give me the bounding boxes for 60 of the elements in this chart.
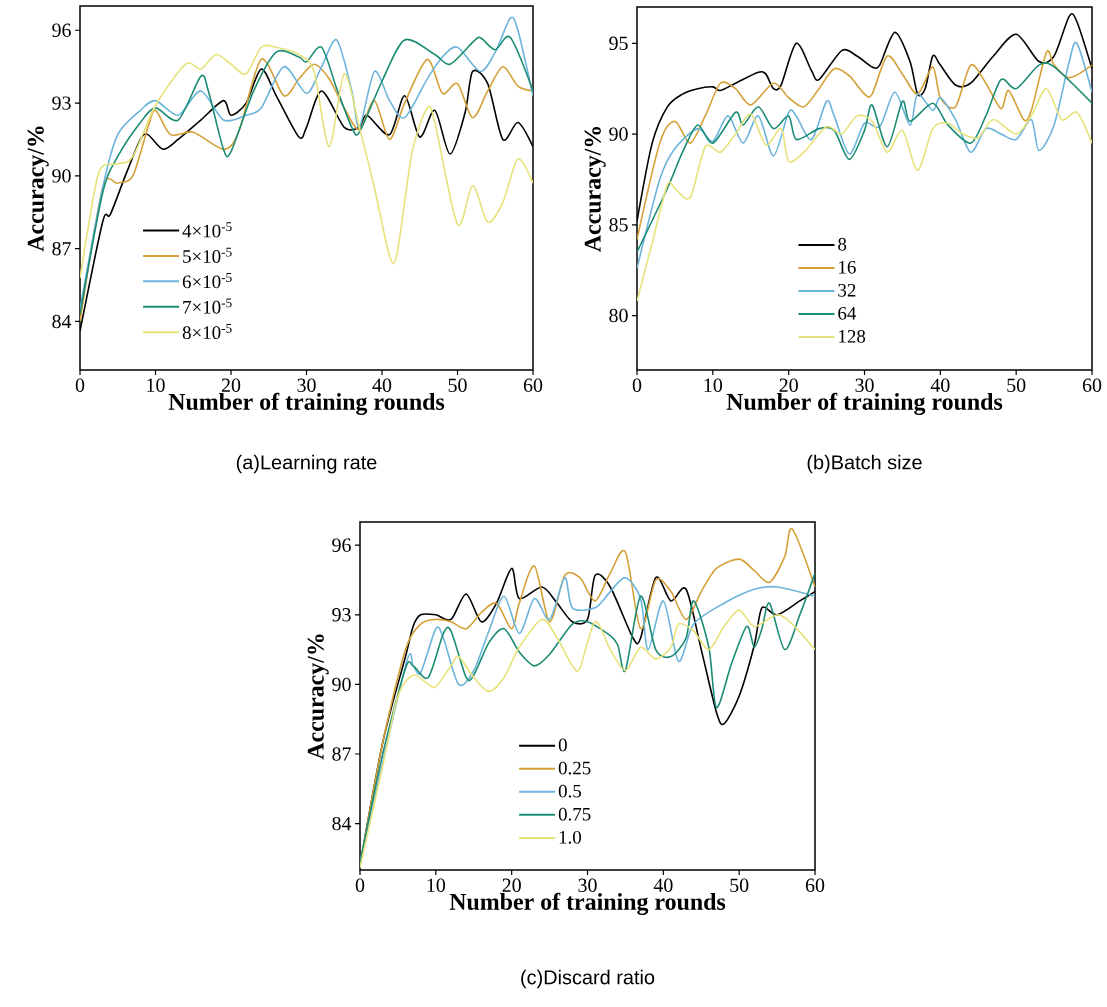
x-tick-label: 0 xyxy=(75,378,85,392)
x-tick-label: 50 xyxy=(730,878,749,892)
y-axis-title: Accuracy/% xyxy=(584,126,606,253)
text: (c)Discard ratio xyxy=(521,969,655,989)
legend-label: 7×10$^{-5}$ xyxy=(183,298,232,314)
x-tick-label: 10 xyxy=(704,378,723,392)
x-tick-label: 30 xyxy=(578,878,597,892)
x-tick-label: 60 xyxy=(805,878,825,892)
y-tick-label: 90 xyxy=(52,169,71,183)
legend-label: 16 xyxy=(839,260,856,274)
x-tick-label: 40 xyxy=(653,878,673,892)
x-tick-label: 50 xyxy=(448,378,467,392)
y-tick-label: 87 xyxy=(332,747,351,761)
x-tick-label: 10 xyxy=(427,878,446,892)
legend-label: 8×10$^{-5}$ xyxy=(182,323,232,340)
y-tick-label: 90 xyxy=(332,677,351,692)
x-tick-label: 20 xyxy=(502,878,521,892)
legend-label: 0.75 xyxy=(558,807,591,821)
y-tick-label: 95 xyxy=(609,36,628,50)
legend-label: 0 xyxy=(558,738,567,752)
x-axis-title: Number of training rounds xyxy=(726,392,1003,415)
y-tick-label: 90 xyxy=(609,127,628,141)
y-tick-label: 96 xyxy=(332,538,351,552)
legend-label: 0.25 xyxy=(558,761,591,775)
y-axis-title: Accuracy/% xyxy=(307,634,329,760)
x-tick-label: 60 xyxy=(523,378,543,392)
x-axis-title: Number of training rounds xyxy=(168,392,445,415)
y-tick-label: 84 xyxy=(52,314,72,329)
x-tick-label: 40 xyxy=(372,378,392,392)
text: (a)Learning rate xyxy=(236,454,377,474)
x-tick-label: 40 xyxy=(930,378,950,392)
y-tick-label: 96 xyxy=(52,23,71,37)
x-tick-label: 0 xyxy=(355,878,365,892)
y-tick-label: 93 xyxy=(332,608,351,622)
legend-label: 32 xyxy=(838,283,856,297)
legend-label: 5×10$^{-5}$ xyxy=(183,247,232,263)
legend-label: 0.5 xyxy=(558,784,581,798)
y-tick-label: 84 xyxy=(332,816,352,831)
y-tick-label: 85 xyxy=(609,218,628,232)
y-tick-label: 87 xyxy=(52,241,71,256)
y-tick-label: 80 xyxy=(609,308,628,323)
x-tick-label: 60 xyxy=(1082,378,1102,392)
x-axis-title: Number of training rounds xyxy=(449,892,726,915)
y-axis-title: Accuracy/% xyxy=(27,126,49,252)
x-tick-label: 30 xyxy=(297,378,316,392)
legend-label: 64 xyxy=(838,306,857,320)
legend-label: 128 xyxy=(839,329,866,343)
legend-label: 4×10$^{-5}$ xyxy=(182,222,232,238)
x-tick-label: 20 xyxy=(779,378,798,392)
y-tick-label: 93 xyxy=(52,96,71,110)
x-tick-label: 30 xyxy=(855,378,874,392)
x-tick-label: 10 xyxy=(147,378,165,392)
legend-label: 8 xyxy=(838,237,847,251)
x-tick-label: 0 xyxy=(632,378,642,392)
x-tick-label: 50 xyxy=(1007,378,1026,392)
legend-label: 6×10$^{-5}$ xyxy=(182,273,232,289)
x-tick-label: 20 xyxy=(221,378,241,392)
legend-label: 1.0 xyxy=(559,830,582,844)
line-series xyxy=(637,87,1093,302)
text: (b)Batch size xyxy=(807,454,922,474)
